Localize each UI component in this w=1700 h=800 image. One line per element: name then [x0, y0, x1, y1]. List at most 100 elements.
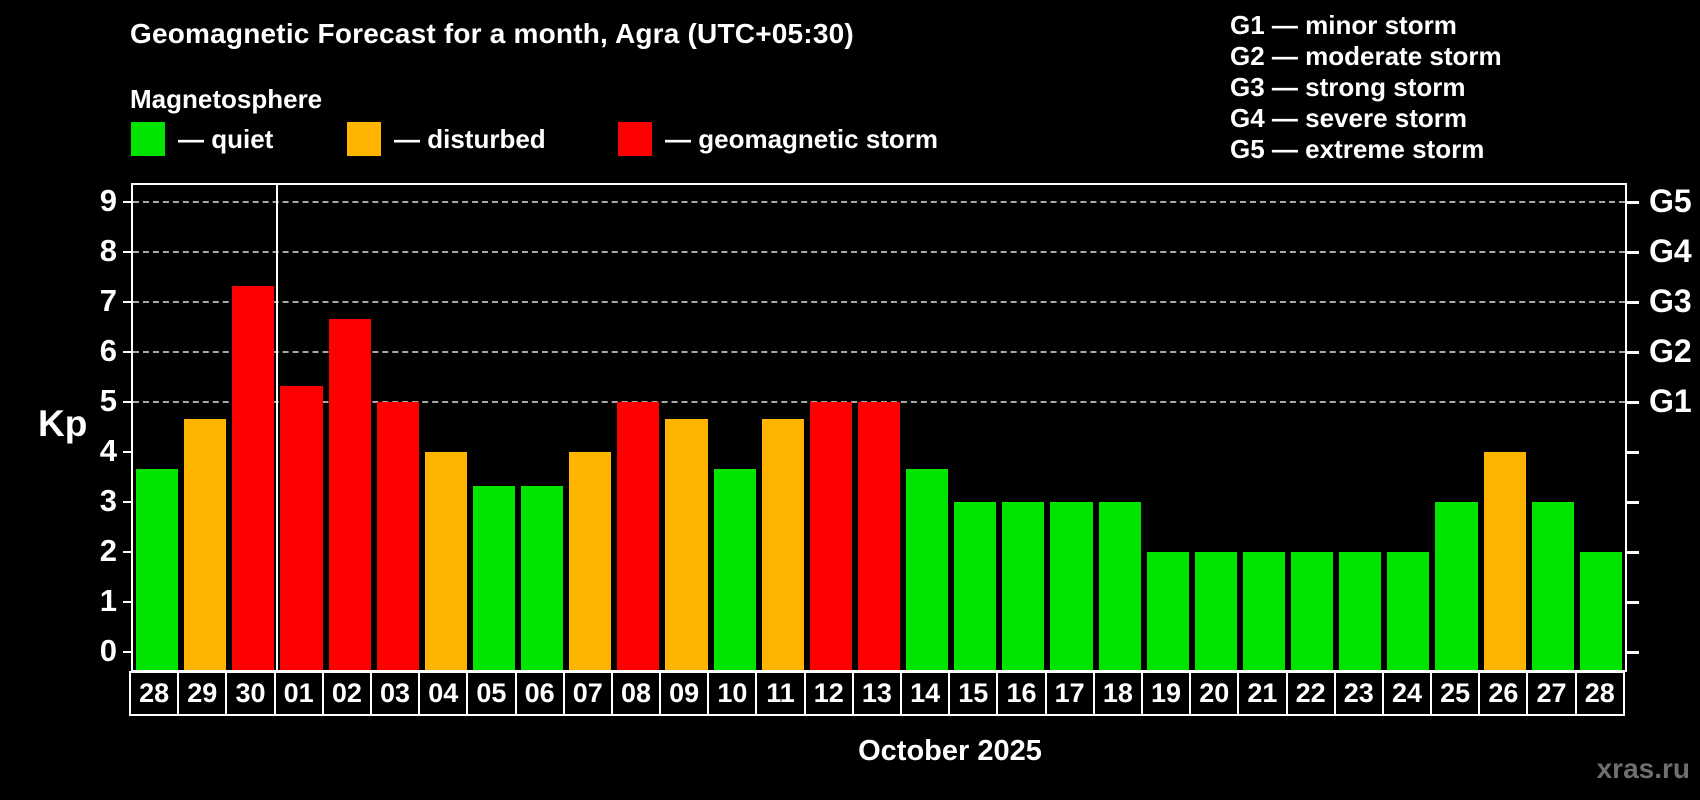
bar-day-04: [424, 452, 467, 670]
day-label: 16: [996, 671, 1047, 716]
right-axis-label-g2: G2: [1649, 333, 1692, 369]
bar-day-12: [809, 402, 852, 670]
right-axis-tick: [1625, 501, 1639, 504]
right-axis-label-g1: G1: [1649, 383, 1692, 419]
right-axis-tick: [1625, 301, 1639, 304]
y-axis-tick: [123, 251, 133, 253]
y-axis-tick-label: 6: [99, 333, 117, 368]
bar-day-19: [1146, 552, 1189, 670]
g-legend-line: G5 — extreme storm: [1230, 134, 1485, 164]
bar-day-26: [1483, 452, 1526, 670]
day-label: 23: [1333, 671, 1384, 716]
day-label: 19: [1140, 671, 1192, 716]
bar-day-10: [713, 468, 756, 670]
day-label: 14: [900, 671, 951, 716]
day-label: 28: [1574, 671, 1625, 716]
day-label: 22: [1285, 671, 1336, 716]
day-label: 06: [514, 671, 565, 716]
y-axis-tick-label: 7: [99, 283, 117, 318]
storm-color-swatch: [618, 122, 652, 156]
g-legend-line: G4 — severe storm: [1230, 103, 1468, 133]
bar-day-29: [184, 418, 227, 670]
g-legend-line: G3 — strong storm: [1230, 72, 1466, 102]
day-label: 25: [1430, 671, 1481, 716]
y-axis-tick-label: 4: [99, 433, 117, 468]
y-axis-tick: [123, 551, 133, 553]
day-label: 26: [1478, 671, 1529, 716]
day-label: 29: [177, 671, 228, 716]
g-legend-line: G1 — minor storm: [1230, 10, 1457, 40]
day-label: 27: [1526, 671, 1577, 716]
right-axis-tick: [1625, 401, 1639, 404]
day-label: 17: [1044, 671, 1095, 716]
legend-item-quiet: — quiet: [131, 122, 273, 156]
right-axis-label-g3: G3: [1649, 283, 1692, 319]
g-scale-legend: G1 — minor storm G2 — moderate storm G3 …: [1230, 10, 1502, 165]
right-axis-tick: [1625, 251, 1639, 254]
y-axis-tick: [123, 651, 133, 653]
bar-day-25: [1435, 502, 1478, 670]
bar-day-13: [857, 402, 901, 670]
y-axis-title: Kp: [38, 403, 88, 444]
bar-day-21: [1242, 552, 1286, 670]
day-label: 04: [418, 671, 469, 716]
bar-day-20: [1194, 552, 1237, 670]
gridline-kp6: [133, 351, 1625, 353]
chart-subtitle: Magnetosphere: [130, 84, 323, 114]
bar-day-09: [665, 418, 708, 670]
day-label: 18: [1092, 671, 1143, 716]
bar-day-18: [1098, 502, 1141, 670]
bar-day-07: [569, 452, 612, 670]
bar-day-24: [1387, 552, 1430, 670]
right-axis-tick: [1625, 201, 1639, 204]
legend-item-storm: — geomagnetic storm: [618, 122, 938, 156]
y-axis-tick-label: 0: [99, 633, 117, 668]
bar-day-16: [1002, 502, 1045, 670]
day-label: 28: [129, 671, 180, 716]
right-axis-tick: [1625, 601, 1639, 604]
y-axis-tick: [123, 301, 133, 303]
bar-day-01: [280, 385, 323, 670]
day-label: 15: [948, 671, 999, 716]
y-axis-tick-label: 1: [99, 583, 117, 618]
day-label: 02: [321, 671, 372, 716]
day-label: 10: [707, 671, 758, 716]
day-label: 13: [851, 671, 902, 716]
y-axis-tick: [123, 351, 133, 353]
gridline-kp8: [133, 251, 1625, 253]
day-label: 30: [225, 671, 276, 716]
day-label: 01: [273, 671, 324, 716]
day-label: 21: [1237, 671, 1288, 716]
legend-label: — geomagnetic storm: [665, 123, 939, 154]
chart-title: Geomagnetic Forecast for a month, Agra (…: [130, 18, 854, 49]
bar-day-06: [521, 485, 564, 670]
bar-day-08: [617, 402, 660, 670]
legend-label: — quiet: [178, 123, 274, 154]
bar-day-03: [376, 402, 419, 670]
bar-day-28: [136, 468, 179, 670]
bar-day-15: [954, 502, 997, 670]
legend-item-disturbed: — disturbed: [347, 122, 546, 156]
bar-day-22: [1291, 552, 1334, 670]
y-axis-tick-label: 3: [99, 483, 117, 518]
day-label: 20: [1189, 671, 1240, 716]
y-axis-tick: [123, 501, 133, 503]
y-axis-tick-label: 2: [99, 533, 117, 568]
g-legend-line: G2 — moderate storm: [1230, 41, 1502, 71]
day-label: 07: [562, 671, 613, 716]
right-axis-tick: [1625, 651, 1639, 654]
y-axis-tick-label: 5: [99, 383, 117, 418]
quiet-color-swatch: [131, 122, 165, 156]
y-axis-tick: [123, 601, 133, 603]
month-separator-line: [276, 185, 279, 670]
bar-day-28: [1579, 552, 1622, 670]
watermark: xras.ru: [1596, 753, 1690, 784]
y-axis-tick-label: 8: [99, 233, 117, 268]
right-axis-tick: [1625, 551, 1639, 554]
right-axis-label-g5: G5: [1649, 183, 1692, 219]
bar-day-27: [1531, 502, 1574, 670]
plot-area: 0 1 2 3 4 5 6 7 8 9 G1 G2 G3 G4 G5: [100, 183, 1692, 672]
day-label: 09: [659, 671, 710, 716]
day-label: 11: [755, 671, 806, 716]
bar-day-30: [232, 285, 275, 670]
